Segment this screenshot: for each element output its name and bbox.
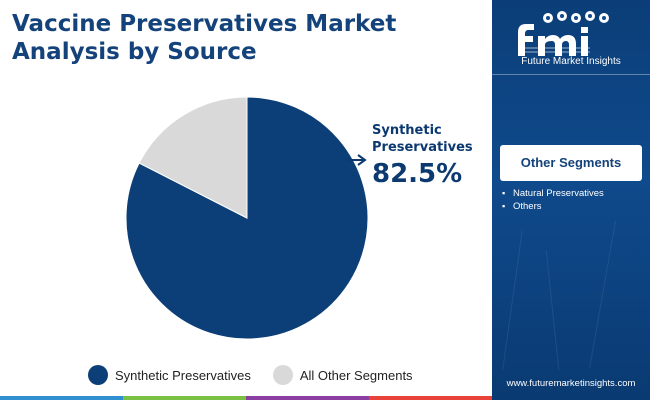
bar-segment-purple [246, 396, 369, 400]
pie-chart [125, 96, 369, 340]
legend-swatch-synthetic [88, 365, 108, 385]
other-segments-heading: Other Segments [500, 145, 642, 181]
legend-item-synthetic: Synthetic Preservatives [88, 365, 251, 385]
callout-label: Synthetic Preservatives [372, 123, 473, 155]
callout-value: 82.5% [372, 159, 463, 189]
legend-label-other: All Other Segments [299, 367, 413, 383]
callout: Synthetic Preservatives 82.5% [372, 122, 482, 190]
title-line-1: Vaccine Preservatives Market [12, 11, 397, 37]
bar-segment-red [369, 396, 492, 400]
bottom-color-bar [0, 396, 492, 400]
legend-item-other: All Other Segments [272, 365, 413, 385]
segment-item: Natural Preservatives [502, 187, 642, 200]
other-segments-list: Natural Preservatives Others [502, 187, 642, 213]
bar-segment-green [123, 396, 246, 400]
fmi-logo [518, 11, 609, 56]
chart-title: Vaccine Preservatives Market Analysis by… [12, 10, 482, 66]
sidebar-divider [492, 74, 650, 75]
legend: Synthetic Preservatives All Other Segmen… [88, 365, 435, 385]
logo-subtitle: Future Market Insights [521, 56, 621, 67]
segment-item: Others [502, 200, 642, 213]
callout-arrow-icon [348, 154, 367, 166]
legend-swatch-other [272, 365, 293, 385]
legend-label-synthetic: Synthetic Preservatives [115, 367, 251, 383]
pie-slice-all-other-segments [138, 96, 248, 219]
sidebar: Future Market Insights Other Segments Na… [492, 0, 650, 400]
bar-segment-blue [0, 396, 123, 400]
website-url: www.futuremarketinsights.com [506, 378, 636, 389]
title-line-2: Analysis by Source [12, 39, 257, 65]
